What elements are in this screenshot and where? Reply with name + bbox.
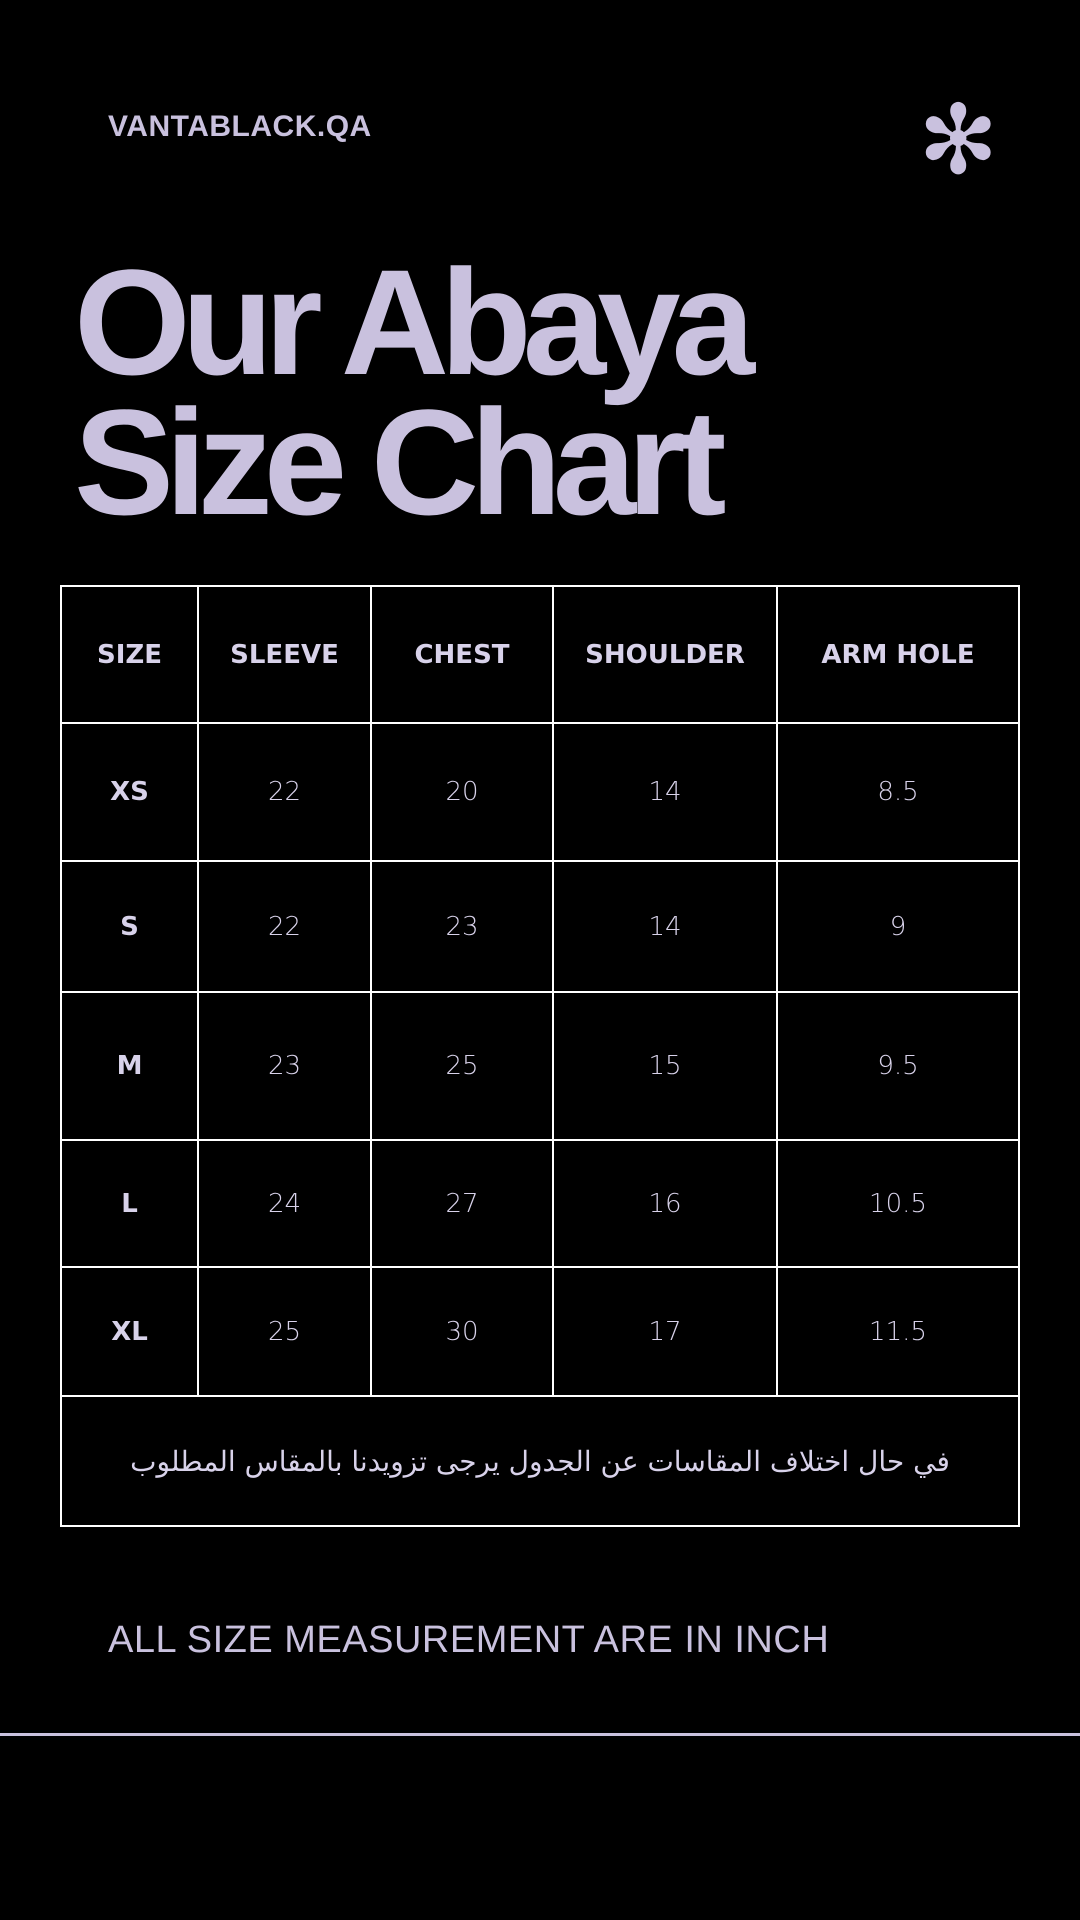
table-row: M 23 25 15 9.5 (60, 991, 1020, 1141)
cell-chest: 20 (370, 722, 554, 862)
cell-size: XL (60, 1266, 199, 1397)
table-row: XL 25 30 17 11.5 (60, 1266, 1020, 1397)
header-arm-hole: ARM HOLE (776, 585, 1020, 724)
header-size: SIZE (60, 585, 199, 724)
cell-arm-hole: 8.5 (776, 722, 1020, 862)
cell-size: S (60, 860, 199, 993)
asterisk-icon: ✻ (918, 84, 999, 196)
cell-sleeve: 25 (197, 1266, 372, 1397)
brand-name: VANTABLACK.QA (108, 110, 372, 143)
cell-sleeve: 24 (197, 1139, 372, 1268)
arabic-note: في حال اختلاف المقاسات عن الجدول يرجى تز… (60, 1395, 1020, 1527)
cell-chest: 27 (370, 1139, 554, 1268)
cell-sleeve: 23 (197, 991, 372, 1141)
table-row: S 22 23 14 9 (60, 860, 1020, 993)
cell-shoulder: 17 (552, 1266, 778, 1397)
cell-shoulder: 15 (552, 991, 778, 1141)
table-row: L 24 27 16 10.5 (60, 1139, 1020, 1268)
cell-arm-hole: 9 (776, 860, 1020, 993)
cell-arm-hole: 10.5 (776, 1139, 1020, 1268)
header-chest: CHEST (370, 585, 554, 724)
title-line-2: Size Chart (74, 378, 727, 546)
header-row: SIZE SLEEVE CHEST SHOULDER ARM HOLE (60, 585, 1020, 724)
cell-chest: 30 (370, 1266, 554, 1397)
cell-shoulder: 14 (552, 860, 778, 993)
table-row: XS 22 20 14 8.5 (60, 722, 1020, 862)
cell-arm-hole: 9.5 (776, 991, 1020, 1141)
cell-arm-hole: 11.5 (776, 1266, 1020, 1397)
divider-line (0, 1733, 1080, 1736)
page-title: Our Abaya Size Chart (74, 247, 755, 537)
cell-shoulder: 14 (552, 722, 778, 862)
header-sleeve: SLEEVE (197, 585, 372, 724)
cell-size: L (60, 1139, 199, 1268)
cell-sleeve: 22 (197, 722, 372, 862)
measurement-unit-note: ALL SIZE MEASUREMENT ARE IN INCH (108, 1619, 830, 1661)
cell-chest: 25 (370, 991, 554, 1141)
title-line-1: Our Abaya (74, 238, 755, 406)
cell-size: M (60, 991, 199, 1141)
cell-shoulder: 16 (552, 1139, 778, 1268)
size-chart-table: SIZE SLEEVE CHEST SHOULDER ARM HOLE XS 2… (60, 585, 1020, 1527)
cell-sleeve: 22 (197, 860, 372, 993)
header-shoulder: SHOULDER (552, 585, 778, 724)
note-row: في حال اختلاف المقاسات عن الجدول يرجى تز… (60, 1395, 1020, 1527)
cell-size: XS (60, 722, 199, 862)
cell-chest: 23 (370, 860, 554, 993)
